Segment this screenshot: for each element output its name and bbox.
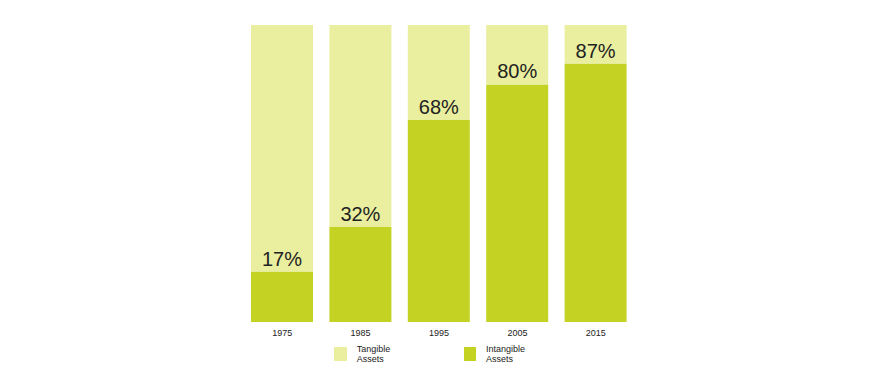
html-text:Tangible Assets: Tangible Assets: [356, 344, 391, 364]
svg-text:2005: 2005: [507, 328, 527, 338]
svg-text:1975: 1975: [272, 328, 292, 338]
svg-text:2015: 2015: [586, 328, 606, 338]
svg-text:80%: 80%: [497, 60, 537, 82]
svg-text:1995: 1995: [429, 328, 449, 338]
svg-text:87%: 87%: [576, 40, 616, 62]
html-text:Intangible Assets: Intangible Assets: [485, 344, 525, 364]
svg-text:17%: 17%: [262, 248, 302, 270]
svg-text:32%: 32%: [340, 203, 380, 225]
svg-text:1985: 1985: [351, 328, 371, 338]
svg-text:68%: 68%: [419, 96, 459, 118]
